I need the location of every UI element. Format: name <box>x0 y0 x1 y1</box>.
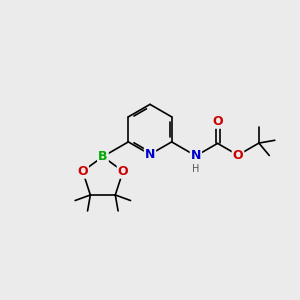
Text: N: N <box>191 149 201 162</box>
Text: O: O <box>233 149 243 162</box>
Text: B: B <box>98 150 108 163</box>
Text: O: O <box>77 165 88 178</box>
Text: H: H <box>192 164 200 174</box>
Text: O: O <box>212 115 223 128</box>
Text: N: N <box>145 148 155 161</box>
Text: B: B <box>98 150 108 163</box>
Text: O: O <box>118 165 128 178</box>
